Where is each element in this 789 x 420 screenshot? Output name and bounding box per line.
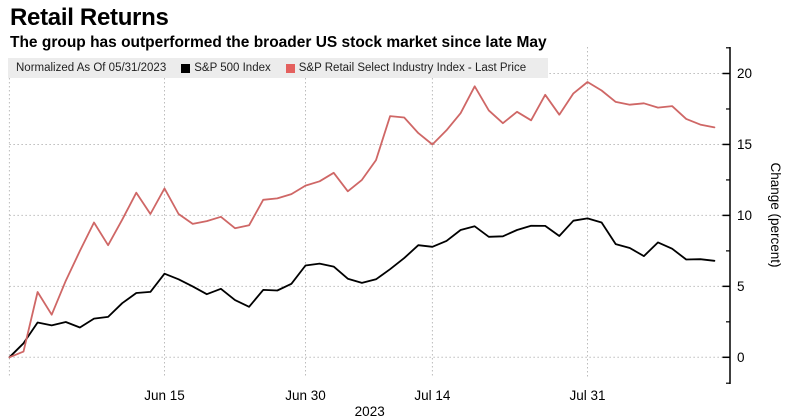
legend-item: S&P 500 Index bbox=[181, 62, 271, 74]
legend-series-label: S&P 500 Index bbox=[194, 62, 271, 74]
legend-series-label: S&P Retail Select Industry Index - Last … bbox=[298, 62, 527, 74]
x-tick-label: Jun 30 bbox=[285, 388, 326, 403]
legend-items: S&P 500 Index S&P Retail Select Industry … bbox=[181, 62, 526, 74]
legend-item: S&P Retail Select Industry Index - Last … bbox=[285, 62, 527, 74]
y-tick-label: 5 bbox=[737, 279, 745, 294]
y-axis-title: Change (percent) bbox=[768, 162, 783, 267]
y-tick-label: 10 bbox=[737, 208, 752, 223]
y-tick-label: 20 bbox=[737, 66, 752, 81]
x-tick-label: Jul 14 bbox=[414, 388, 451, 403]
x-tick-label: Jun 15 bbox=[144, 388, 185, 403]
y-tick-label: 15 bbox=[737, 137, 752, 152]
legend-swatch bbox=[181, 63, 191, 73]
x-axis-year-label: 2023 bbox=[355, 404, 385, 419]
x-tick-label: Jul 31 bbox=[569, 388, 605, 403]
sp500-line bbox=[8, 217, 716, 359]
y-tick-label: 0 bbox=[737, 350, 745, 365]
chart-title: Retail Returns bbox=[10, 4, 169, 31]
chart-legend: Normalized As Of 05/31/2023 S&P 500 Inde… bbox=[8, 58, 548, 78]
retail-line bbox=[8, 81, 716, 359]
legend-swatch bbox=[285, 63, 295, 73]
legend-note: Normalized As Of 05/31/2023 bbox=[16, 62, 167, 74]
chart-subtitle: The group has outperformed the broader U… bbox=[10, 34, 547, 51]
